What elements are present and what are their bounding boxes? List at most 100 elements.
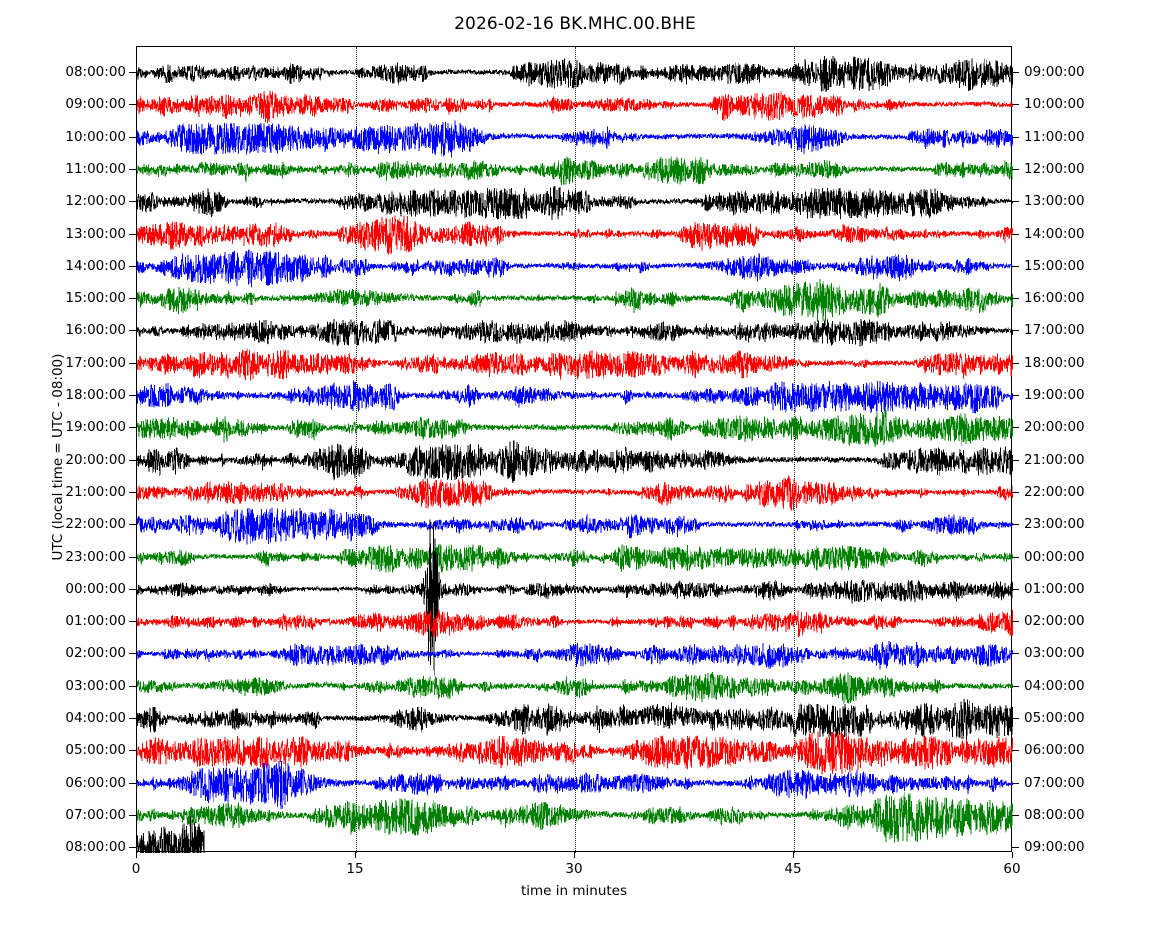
trace-row-08-00-00	[137, 55, 1013, 93]
y-tick-label-left-3: 11:00:00	[65, 160, 126, 177]
x-tick-mark-60	[1012, 852, 1013, 858]
y-tick-mark-right-6	[1012, 265, 1019, 267]
x-tick-label-45: 45	[784, 861, 802, 877]
y-tick-mark-left-5	[129, 233, 136, 235]
y-tick-mark-right-12	[1012, 459, 1019, 461]
y-tick-mark-left-11	[129, 427, 136, 429]
y-tick-mark-right-16	[1012, 588, 1019, 590]
trace-row-00-00-00	[137, 519, 1013, 676]
y-tick-label-right-1: 10:00:00	[1024, 96, 1085, 113]
y-tick-label-left-21: 05:00:00	[65, 742, 126, 759]
trace-row-12-00-00	[137, 185, 1013, 221]
y-tick-mark-left-0	[129, 72, 136, 73]
x-tick-mark-45	[793, 852, 794, 858]
y-tick-mark-right-1	[1012, 104, 1019, 106]
y-tick-mark-right-4	[1012, 201, 1019, 203]
y-tick-label-right-11: 20:00:00	[1024, 419, 1085, 436]
trace-row-14-00-00	[137, 249, 1013, 287]
y-tick-mark-left-17	[129, 621, 136, 623]
gridline-x-30	[575, 47, 576, 853]
y-tick-mark-left-7	[129, 298, 136, 300]
y-tick-label-right-19: 04:00:00	[1024, 677, 1085, 694]
page-title: 2026-02-16 BK.MHC.00.BHE	[454, 14, 696, 34]
y-tick-mark-left-20	[129, 718, 136, 719]
trace-row-21-00-00	[137, 475, 1013, 511]
y-tick-mark-right-13	[1012, 491, 1019, 493]
y-tick-mark-left-4	[129, 201, 136, 203]
y-tick-mark-right-18	[1012, 653, 1019, 655]
trace-row-15-00-00	[137, 279, 1013, 323]
y-tick-mark-right-8	[1012, 330, 1019, 332]
seismogram-traces	[137, 55, 1013, 853]
y-tick-label-right-21: 06:00:00	[1024, 742, 1085, 759]
y-tick-label-left-23: 07:00:00	[65, 806, 126, 823]
trace-row-20-00-00	[137, 440, 1013, 483]
y-tick-mark-right-17	[1012, 621, 1019, 623]
y-tick-mark-right-10	[1012, 395, 1019, 396]
y-tick-mark-right-14	[1012, 524, 1019, 526]
x-tick-label-30: 30	[565, 861, 583, 877]
y-tick-mark-right-2	[1012, 136, 1019, 138]
y-tick-label-right-14: 23:00:00	[1024, 516, 1085, 533]
y-tick-label-right-4: 13:00:00	[1024, 193, 1085, 210]
y-axis-label: UTC (local time = UTC - 08:00)	[50, 353, 66, 561]
y-tick-label-right-13: 22:00:00	[1024, 483, 1085, 500]
y-tick-label-right-3: 12:00:00	[1024, 160, 1085, 177]
x-tick-label-15: 15	[346, 861, 364, 877]
y-tick-mark-left-8	[129, 330, 136, 332]
y-tick-mark-left-21	[129, 750, 136, 752]
trace-row-19-00-00	[137, 409, 1013, 448]
trace-row-10-00-00	[137, 120, 1013, 158]
y-tick-label-right-18: 03:00:00	[1024, 645, 1085, 662]
x-tick-label-60: 60	[1003, 861, 1021, 877]
y-tick-label-right-7: 16:00:00	[1024, 290, 1085, 307]
trace-row-16-00-00	[137, 318, 1013, 347]
y-tick-mark-left-16	[129, 588, 136, 590]
y-tick-label-right-20: 05:00:00	[1024, 710, 1085, 726]
y-tick-label-right-10: 19:00:00	[1024, 387, 1085, 403]
y-tick-mark-left-22	[129, 782, 136, 784]
trace-row-17-00-00	[137, 348, 1013, 381]
y-tick-mark-right-24	[1012, 847, 1019, 849]
y-tick-mark-left-6	[129, 265, 136, 267]
y-tick-mark-right-22	[1012, 782, 1019, 784]
y-tick-label-right-9: 18:00:00	[1024, 354, 1085, 371]
y-tick-label-right-6: 15:00:00	[1024, 257, 1085, 274]
y-tick-mark-right-5	[1012, 233, 1019, 235]
trace-row-05-00-00	[137, 731, 1013, 775]
trace-row-09-00-00	[137, 90, 1013, 124]
y-tick-label-right-24: 09:00:00	[1024, 839, 1085, 856]
y-tick-label-right-2: 11:00:00	[1024, 128, 1085, 145]
x-axis-label: time in minutes	[520, 883, 628, 899]
y-tick-label-left-1: 09:00:00	[65, 96, 126, 113]
y-tick-mark-right-9	[1012, 362, 1019, 364]
y-tick-label-right-16: 01:00:00	[1024, 580, 1085, 597]
y-tick-label-left-6: 14:00:00	[65, 257, 126, 274]
y-tick-mark-right-20	[1012, 718, 1019, 719]
y-tick-label-right-0: 09:00:00	[1024, 64, 1085, 80]
trace-row-08-00-00	[137, 816, 205, 853]
y-tick-label-left-24: 08:00:00	[65, 839, 126, 856]
y-tick-label-right-17: 02:00:00	[1024, 613, 1085, 630]
y-tick-label-right-8: 17:00:00	[1024, 322, 1085, 339]
gridline-x-45	[794, 47, 795, 853]
y-tick-mark-right-7	[1012, 298, 1019, 300]
y-tick-label-right-22: 07:00:00	[1024, 774, 1085, 791]
y-tick-mark-left-3	[129, 168, 136, 170]
y-tick-label-left-0: 08:00:00	[65, 64, 126, 80]
trace-row-18-00-00	[137, 380, 1013, 415]
trace-row-06-00-00	[137, 760, 1013, 809]
trace-row-01-00-00	[137, 609, 1013, 638]
y-tick-mark-left-18	[129, 653, 136, 655]
y-tick-label-left-5: 13:00:00	[65, 225, 126, 242]
trace-row-04-00-00	[137, 698, 1013, 741]
y-tick-label-left-18: 02:00:00	[65, 645, 126, 662]
y-tick-label-left-22: 06:00:00	[65, 774, 126, 791]
y-tick-mark-left-12	[129, 459, 136, 461]
y-tick-mark-right-11	[1012, 427, 1019, 429]
trace-row-03-00-00	[137, 672, 1013, 705]
x-tick-mark-15	[355, 852, 356, 858]
y-tick-mark-left-2	[129, 136, 136, 138]
y-tick-mark-left-15	[129, 556, 136, 558]
